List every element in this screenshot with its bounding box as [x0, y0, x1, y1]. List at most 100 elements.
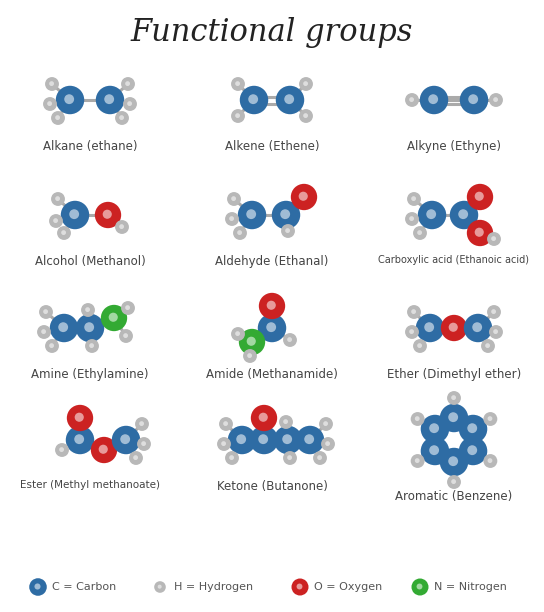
Text: Ketone (Butanone): Ketone (Butanone) — [217, 480, 327, 493]
Point — [259, 435, 268, 444]
Point — [71, 210, 79, 220]
Point — [121, 330, 130, 340]
Point — [285, 94, 294, 104]
Point — [407, 95, 416, 105]
Point — [227, 214, 236, 223]
Point — [123, 79, 132, 89]
Point — [295, 582, 304, 592]
Point — [475, 192, 484, 201]
Point — [407, 214, 416, 224]
Point — [460, 210, 468, 220]
Point — [413, 414, 422, 424]
Point — [58, 445, 66, 455]
Point — [259, 435, 268, 445]
Point — [66, 95, 75, 105]
Text: N = Nitrogen: N = Nitrogen — [434, 582, 507, 592]
Point — [431, 424, 440, 434]
Point — [85, 323, 94, 333]
Point — [300, 192, 308, 202]
Point — [491, 327, 500, 337]
Point — [123, 79, 132, 89]
Point — [449, 323, 458, 332]
Point — [285, 453, 294, 463]
Point — [235, 228, 244, 237]
Point — [469, 446, 478, 456]
Point — [230, 194, 238, 204]
Point — [473, 323, 481, 332]
Point — [489, 307, 498, 316]
Point — [122, 331, 131, 341]
Point — [301, 111, 310, 121]
Point — [410, 307, 418, 317]
Point — [46, 99, 54, 109]
Point — [227, 453, 236, 463]
Point — [407, 327, 416, 337]
Point — [99, 444, 108, 454]
Point — [221, 419, 230, 428]
Point — [475, 228, 484, 238]
Text: Carboxylic acid (Ethanoic acid): Carboxylic acid (Ethanoic acid) — [379, 255, 529, 265]
Text: O = Oxygen: O = Oxygen — [314, 582, 382, 592]
Point — [227, 214, 236, 224]
Point — [469, 95, 478, 105]
Point — [492, 95, 500, 105]
Point — [123, 303, 132, 313]
Point — [100, 445, 108, 455]
Point — [427, 209, 436, 219]
Point — [285, 335, 294, 345]
Point — [229, 194, 238, 204]
Point — [286, 453, 294, 463]
Point — [52, 216, 60, 226]
Text: Ester (Methyl methanoate): Ester (Methyl methanoate) — [20, 480, 160, 490]
Point — [305, 435, 313, 444]
Point — [286, 95, 294, 105]
Point — [246, 351, 255, 361]
Point — [430, 424, 438, 433]
Point — [123, 303, 132, 313]
Point — [233, 79, 242, 89]
Text: Ether (Dimethyl ether): Ether (Dimethyl ether) — [387, 368, 521, 381]
Point — [428, 210, 436, 220]
Point — [490, 307, 498, 317]
Point — [286, 335, 294, 345]
Point — [41, 307, 50, 316]
Point — [469, 424, 478, 434]
Point — [450, 477, 459, 487]
Point — [237, 435, 245, 444]
Point — [413, 456, 422, 466]
Point — [126, 99, 134, 109]
Point — [416, 341, 424, 351]
Point — [322, 419, 330, 428]
Point — [425, 323, 434, 333]
Point — [51, 215, 60, 225]
Point — [84, 305, 92, 315]
Point — [76, 413, 84, 423]
Point — [48, 79, 57, 89]
Point — [118, 113, 126, 122]
Point — [322, 419, 330, 429]
Point — [132, 453, 140, 463]
Point — [219, 439, 228, 449]
Point — [449, 477, 458, 487]
Point — [489, 234, 498, 244]
Point — [250, 95, 258, 105]
Point — [118, 113, 126, 123]
Point — [75, 412, 84, 422]
Point — [415, 341, 424, 351]
Point — [301, 111, 310, 121]
Point — [109, 312, 118, 322]
Point — [459, 209, 467, 219]
Point — [416, 228, 424, 238]
Point — [39, 327, 48, 337]
Point — [475, 192, 484, 202]
Point — [449, 457, 458, 466]
Text: Alkane (ethane): Alkane (ethane) — [43, 140, 137, 153]
Point — [248, 337, 256, 347]
Point — [236, 228, 244, 238]
Point — [491, 95, 500, 105]
Point — [85, 323, 94, 332]
Text: Amide (Methanamide): Amide (Methanamide) — [206, 368, 338, 381]
Point — [450, 393, 459, 403]
Point — [306, 435, 314, 445]
Point — [47, 341, 56, 351]
